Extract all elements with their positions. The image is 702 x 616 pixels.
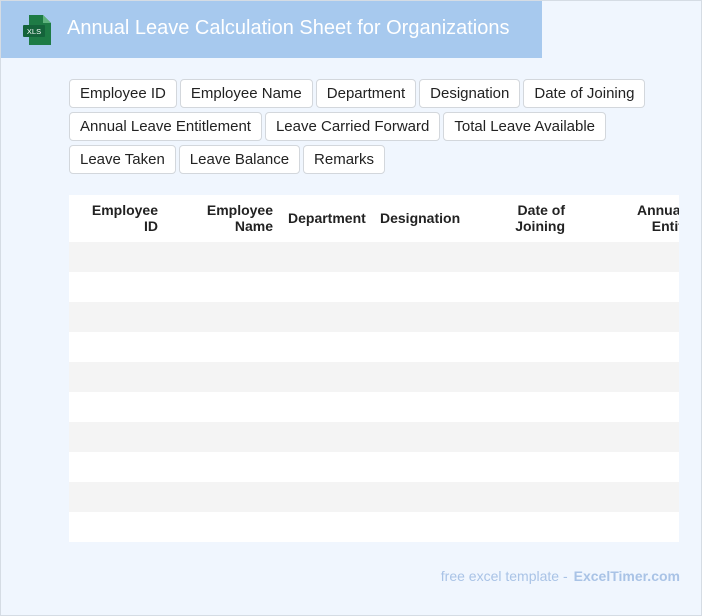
column-header: Employee ID	[69, 195, 166, 243]
tag[interactable]: Employee Name	[179, 79, 313, 108]
tag[interactable]: Employee ID	[69, 79, 177, 108]
xls-icon: XLS	[23, 15, 51, 45]
table-row	[69, 272, 679, 302]
icon-label: XLS	[27, 27, 41, 36]
footer: free excel template - ExcelTimer.com	[441, 568, 680, 584]
table-row	[69, 332, 679, 362]
column-header: Date of Joining	[473, 195, 573, 243]
column-header: Designation	[373, 195, 473, 243]
title: Annual Leave Calculation Sheet for Organ…	[67, 17, 510, 39]
tag[interactable]: Date of Joining	[523, 79, 646, 108]
table-row	[69, 482, 679, 512]
tag[interactable]: Annual Leave Entitlement	[69, 112, 262, 141]
column-header: Department	[281, 195, 373, 243]
tag[interactable]: Total Leave Available	[443, 112, 607, 141]
footer-text: free excel template -	[440, 568, 568, 584]
tag[interactable]: Leave Carried Forward	[264, 112, 441, 141]
tag[interactable]: Leave Taken	[69, 145, 176, 174]
tag-list: Employee ID Employee Name Department Design…	[69, 79, 649, 174]
table-row	[69, 452, 679, 482]
table-row	[69, 242, 679, 272]
column-header: Employee Name	[166, 195, 281, 243]
column-header: Annual Leave Entitlement	[573, 195, 679, 243]
table-row	[69, 362, 679, 392]
footer-brand[interactable]: ExcelTimer.com	[573, 568, 680, 584]
table-row	[69, 302, 679, 332]
table-row	[69, 392, 679, 422]
table: Employee ID Employee Name Department Design…	[69, 195, 679, 243]
table-row	[69, 422, 679, 452]
tag[interactable]: Remarks	[303, 145, 386, 174]
tag[interactable]: Department	[315, 79, 417, 108]
tag[interactable]: Designation	[419, 79, 521, 108]
tag[interactable]: Leave Balance	[178, 145, 301, 174]
header: XLS Annual Leave Calculation Sheet for O…	[1, 1, 542, 58]
table-row	[69, 512, 679, 542]
